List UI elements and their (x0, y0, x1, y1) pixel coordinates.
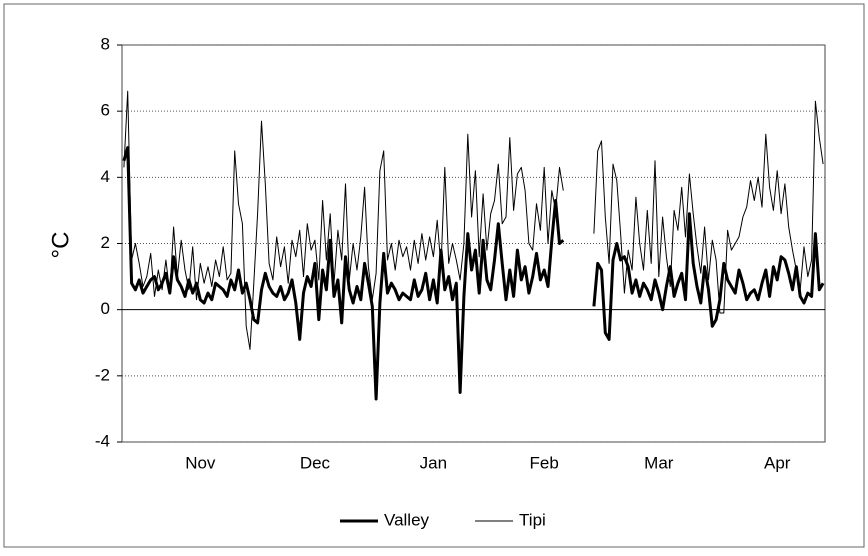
x-tick-label: Jan (420, 453, 447, 472)
series-line (123, 90, 824, 350)
y-tick-label: 8 (101, 34, 110, 53)
y-tick-label: -2 (95, 365, 110, 384)
legend-label: Tipi (519, 510, 546, 529)
x-tick-label: Apr (764, 453, 791, 472)
legend-label: Valley (384, 510, 430, 529)
frame (3, 3, 865, 548)
y-tick-label: 4 (101, 167, 110, 186)
y-tick-label: 6 (101, 101, 110, 120)
x-tick-label: Mar (644, 453, 674, 472)
y-tick-label: 0 (101, 299, 110, 318)
x-tick-label: Dec (300, 453, 331, 472)
y-tick-label: 2 (101, 233, 110, 252)
x-tick-label: Feb (530, 453, 559, 472)
x-tick-label: Nov (185, 453, 216, 472)
y-axis-label: °C (47, 232, 74, 259)
y-tick-label: -4 (95, 431, 110, 450)
series-line (122, 146, 825, 401)
